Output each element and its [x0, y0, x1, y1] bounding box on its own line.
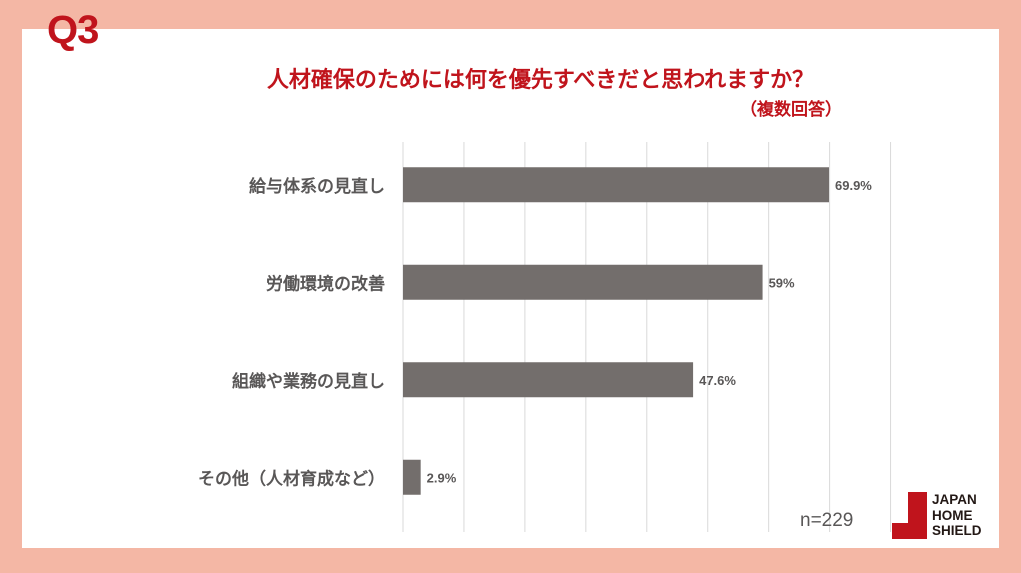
chart-title: 人材確保のためには何を優先すべきだと思われますか？ [266, 68, 815, 93]
category-label: 給与体系の見直し [249, 176, 385, 197]
category-label: 組織や業務の見直し [232, 371, 385, 392]
data-label: 59% [769, 275, 795, 290]
data-label: 47.6% [699, 373, 736, 388]
japan-home-shield-logo: JAPAN HOME SHIELD [892, 492, 988, 540]
category-label: 労働環境の改善 [266, 273, 385, 294]
bar [403, 264, 763, 300]
data-label: 2.9% [427, 470, 457, 485]
bar [403, 167, 829, 203]
data-label: 69.9% [835, 178, 872, 193]
logo-j-icon [892, 492, 927, 539]
logo-text: JAPAN HOME SHIELD [932, 492, 982, 539]
chart-subtitle: （複数回答） [740, 100, 842, 120]
bar [403, 459, 421, 495]
sample-size: n=229 [800, 510, 854, 531]
logo-line: JAPAN [932, 492, 977, 507]
category-label: その他（人材育成など） [198, 468, 385, 489]
logo-line: SHIELD [932, 523, 982, 538]
question-number: Q3 [47, 8, 99, 52]
logo-line: HOME [932, 507, 973, 523]
bar [403, 362, 694, 398]
